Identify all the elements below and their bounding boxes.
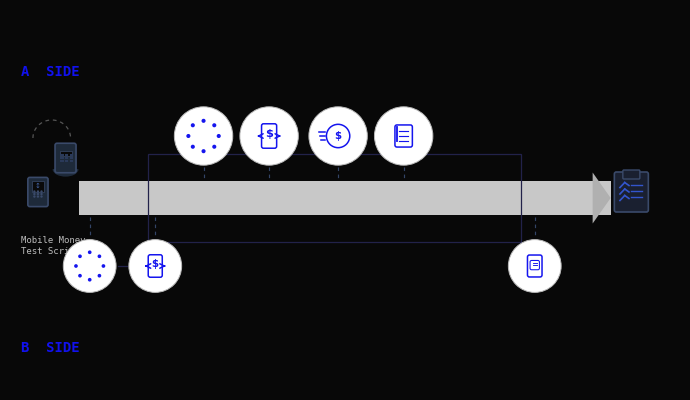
FancyBboxPatch shape bbox=[614, 172, 649, 212]
Circle shape bbox=[63, 240, 116, 292]
Text: $: $ bbox=[152, 259, 159, 269]
FancyBboxPatch shape bbox=[66, 160, 68, 162]
Circle shape bbox=[129, 240, 181, 292]
FancyBboxPatch shape bbox=[66, 154, 68, 156]
Circle shape bbox=[78, 254, 82, 258]
Circle shape bbox=[97, 254, 101, 258]
Circle shape bbox=[88, 278, 92, 282]
Text: ↕: ↕ bbox=[35, 183, 41, 189]
Circle shape bbox=[509, 240, 561, 292]
FancyBboxPatch shape bbox=[70, 154, 73, 156]
Circle shape bbox=[375, 107, 433, 165]
FancyBboxPatch shape bbox=[623, 170, 640, 179]
FancyBboxPatch shape bbox=[79, 181, 611, 215]
Circle shape bbox=[40, 195, 43, 198]
FancyBboxPatch shape bbox=[32, 181, 43, 192]
Circle shape bbox=[88, 250, 92, 254]
Circle shape bbox=[186, 134, 190, 138]
Circle shape bbox=[175, 107, 233, 165]
Polygon shape bbox=[593, 172, 611, 224]
Circle shape bbox=[37, 190, 39, 193]
Circle shape bbox=[33, 195, 36, 198]
Text: $: $ bbox=[265, 129, 273, 139]
Circle shape bbox=[40, 190, 43, 193]
FancyBboxPatch shape bbox=[61, 154, 63, 156]
Circle shape bbox=[213, 123, 217, 127]
Text: $: $ bbox=[335, 131, 342, 141]
Text: Mobile Money
Test Script: Mobile Money Test Script bbox=[21, 236, 85, 256]
FancyBboxPatch shape bbox=[61, 160, 63, 162]
Circle shape bbox=[201, 149, 206, 153]
Circle shape bbox=[101, 264, 106, 268]
Circle shape bbox=[33, 190, 36, 193]
FancyBboxPatch shape bbox=[28, 178, 48, 206]
FancyBboxPatch shape bbox=[55, 143, 76, 173]
Circle shape bbox=[217, 134, 221, 138]
Text: B  SIDE: B SIDE bbox=[21, 341, 79, 355]
Circle shape bbox=[309, 107, 367, 165]
FancyBboxPatch shape bbox=[70, 160, 73, 162]
FancyBboxPatch shape bbox=[59, 151, 72, 156]
Circle shape bbox=[74, 264, 78, 268]
Circle shape bbox=[240, 107, 298, 165]
FancyBboxPatch shape bbox=[61, 157, 63, 159]
Circle shape bbox=[97, 274, 101, 278]
Circle shape bbox=[40, 193, 43, 195]
Circle shape bbox=[201, 119, 206, 123]
FancyBboxPatch shape bbox=[66, 157, 68, 159]
FancyBboxPatch shape bbox=[70, 157, 73, 159]
Circle shape bbox=[37, 193, 39, 195]
Text: A  SIDE: A SIDE bbox=[21, 65, 79, 79]
Circle shape bbox=[37, 195, 39, 198]
Circle shape bbox=[213, 145, 217, 149]
Circle shape bbox=[190, 123, 195, 127]
Circle shape bbox=[78, 274, 82, 278]
Circle shape bbox=[190, 145, 195, 149]
Circle shape bbox=[33, 193, 36, 195]
